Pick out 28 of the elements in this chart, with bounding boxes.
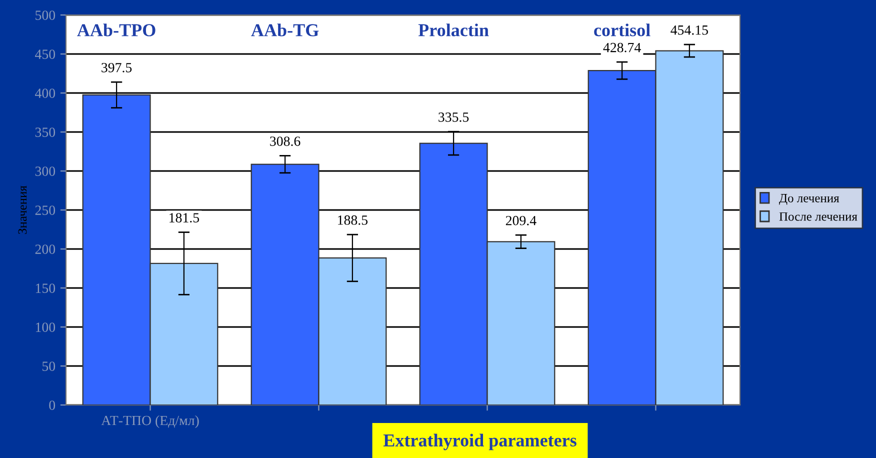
y-tick-label: 350 <box>35 128 56 137</box>
data-label: 428.74 <box>603 42 641 52</box>
annotation: AAb-TPO <box>77 24 156 36</box>
y-tick-label: 100 <box>36 322 56 332</box>
y-tick-label: 500 <box>36 10 56 20</box>
y-tick-label: 400 <box>35 88 56 98</box>
data-label: 397.5 <box>102 62 132 72</box>
y-tick-label: 200 <box>35 244 56 254</box>
data-label: 454.15 <box>670 25 708 35</box>
y-tick-label: 250 <box>35 206 56 215</box>
y-tick-label: 450 <box>35 50 56 59</box>
y-tick-label: 300 <box>35 166 56 176</box>
data-label: 188.5 <box>338 215 368 225</box>
data-label: 308.6 <box>270 136 300 146</box>
legend-label: До лечения <box>779 194 840 205</box>
y-tick-label: 50 <box>42 362 56 371</box>
y-axis-title: Значения <box>18 186 27 234</box>
data-label: 181.5 <box>170 213 200 223</box>
data-label: 209.4 <box>506 216 536 226</box>
y-tick-label: 150 <box>36 284 56 293</box>
data-label: 335.5 <box>438 112 469 122</box>
annotation: AAb-TG <box>251 24 319 36</box>
y-tick-label: 0 <box>49 400 56 410</box>
text: Extrathyroid parameters <box>383 434 576 450</box>
legend-label: После лечения <box>779 212 858 221</box>
annotation: Prolactin <box>418 24 489 36</box>
annotation: cortisol <box>594 24 650 36</box>
x-tick-label: АТ-ТПО (Ед/мл) <box>101 415 199 428</box>
